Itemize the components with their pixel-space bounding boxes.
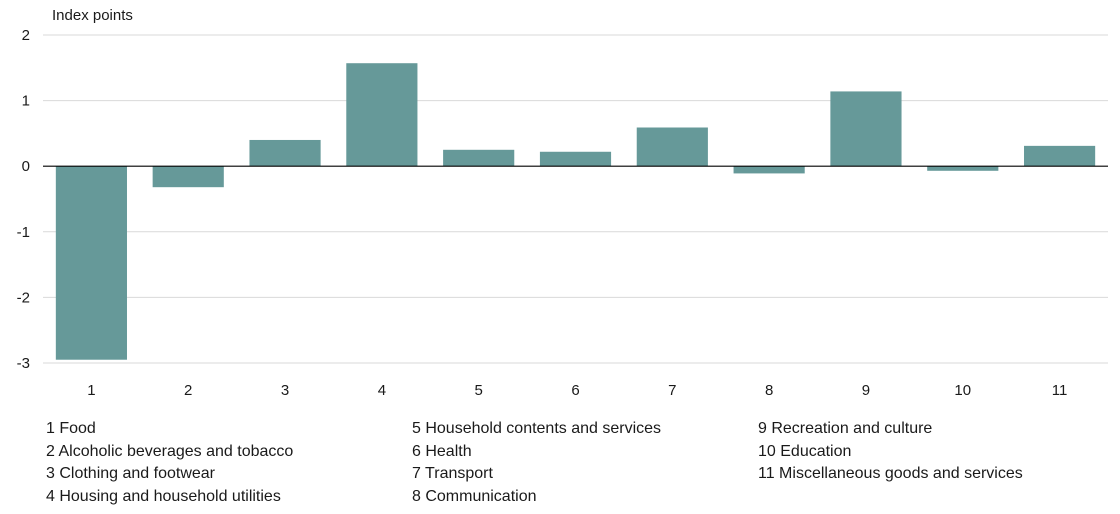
x-tick-label: 4 bbox=[378, 382, 386, 399]
legend-item-clothing: 3 Clothing and footwear bbox=[46, 465, 215, 482]
y-tick-label: 2 bbox=[22, 27, 30, 44]
y-tick-label: -3 bbox=[17, 355, 30, 372]
x-tick-label: 10 bbox=[954, 382, 971, 399]
legend-item-transport: 7 Transport bbox=[412, 465, 493, 482]
legend-item-recreation: 9 Recreation and culture bbox=[758, 420, 933, 437]
y-tick-label: -1 bbox=[17, 224, 30, 241]
legend-item-household-contents: 5 Household contents and services bbox=[412, 420, 662, 437]
grid-lines bbox=[43, 34, 1108, 364]
legend-column-2: 5 Household contents and services 6 Heal… bbox=[412, 418, 661, 508]
legend-item-miscellaneous: 11 Miscellaneous goods and services bbox=[758, 465, 1023, 482]
legend-item-communication: 8 Communication bbox=[412, 487, 537, 505]
legend-column-3: 9 Recreation and culture 10 Education 11… bbox=[758, 418, 1023, 486]
legend-item-education: 10 Education bbox=[758, 442, 852, 460]
x-tick-label: 5 bbox=[475, 382, 483, 399]
legend-item-housing: 4 Housing and household utilities bbox=[46, 487, 281, 505]
y-axis-label: Index points bbox=[52, 7, 133, 24]
y-tick-label: 0 bbox=[22, 158, 30, 175]
bar-8 bbox=[733, 166, 805, 174]
bar-5 bbox=[443, 149, 515, 167]
legend: 1 Food 2 Alcoholic beverages and tobacco… bbox=[46, 418, 1116, 510]
legend-item-alcoholic-beverages: 2 Alcoholic beverages and tobacco bbox=[46, 442, 294, 460]
legend-item-food: 1 Food bbox=[46, 420, 96, 437]
x-tick-label: 6 bbox=[571, 382, 579, 399]
legend-item-health: 6 Health bbox=[412, 442, 472, 460]
bar-3 bbox=[249, 139, 321, 167]
bar-11 bbox=[1024, 145, 1096, 167]
bar-6 bbox=[539, 151, 612, 167]
bar-10 bbox=[927, 166, 999, 171]
x-tick-label: 11 bbox=[1052, 382, 1068, 399]
x-tick-label: 1 bbox=[87, 382, 95, 399]
axes: 210-1-2-31 2 3 4 5 6 7 8 9 10 11 bbox=[17, 27, 1108, 399]
bar-chart: 2 1 0 -1 -2 -3 1 2 3 4 5 6 7 8 9 10 11 Index points bbox=[17, 7, 1108, 399]
x-tick-label: 8 bbox=[765, 382, 773, 399]
bar-9 bbox=[830, 91, 902, 167]
y-tick-label: -2 bbox=[17, 289, 30, 306]
y-tick-label: 1 bbox=[22, 93, 30, 110]
x-tick-label: 7 bbox=[668, 382, 676, 399]
x-tick-label: 3 bbox=[281, 382, 289, 399]
bar-2 bbox=[152, 166, 224, 188]
bars bbox=[55, 63, 1096, 360]
x-tick-label: 9 bbox=[862, 382, 870, 399]
legend-column-1: 1 Food 2 Alcoholic beverages and tobacco… bbox=[46, 418, 293, 508]
bar-7 bbox=[636, 127, 708, 167]
bar-1 bbox=[55, 166, 127, 360]
bar-4 bbox=[346, 63, 418, 167]
chart-svg: 210-1-2-31 2 3 4 5 6 7 8 9 10 11 Index points bbox=[17, 7, 1108, 399]
x-tick-label: 2 bbox=[184, 382, 192, 399]
